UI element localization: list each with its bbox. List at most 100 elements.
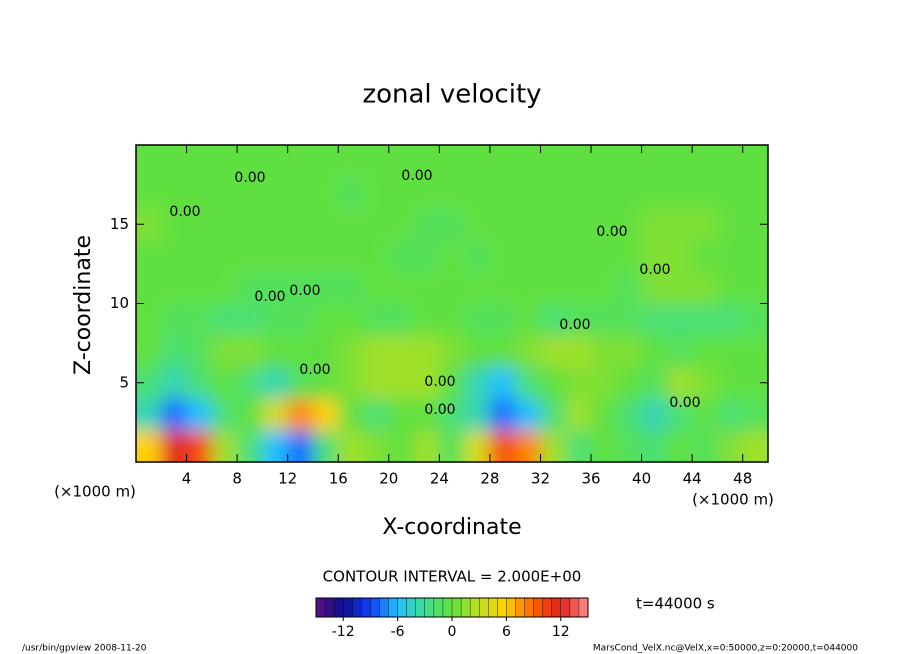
field-cell: [262, 240, 289, 273]
field-cell: [211, 208, 238, 241]
field-cell: [287, 430, 314, 462]
field-cell: [262, 430, 289, 462]
colorbar-segment: [415, 597, 426, 618]
field-cell: [414, 240, 440, 273]
x-tick-label: 32: [531, 470, 550, 488]
field-cell: [388, 271, 415, 304]
field-cell: [540, 208, 567, 241]
field-cell: [363, 176, 390, 209]
field-cell: [717, 335, 744, 368]
x-tick-label: 48: [733, 470, 752, 488]
field-cell: [363, 398, 390, 431]
field-cell: [388, 145, 415, 178]
field-cell: [641, 335, 668, 368]
field-cell: [312, 208, 339, 241]
field-cell: [666, 303, 693, 336]
field-cell: [388, 430, 415, 462]
field-cell: [489, 176, 516, 209]
contour-label: 0.00: [254, 289, 285, 305]
field-cell: [388, 398, 415, 431]
field-cell: [439, 366, 466, 400]
field-cell: [565, 366, 592, 400]
colorbar-segment: [343, 597, 353, 618]
field-cell: [312, 430, 339, 462]
field-cell: [540, 335, 567, 368]
field-cell: [186, 398, 213, 431]
plot-frame: [135, 144, 769, 463]
field-cell: [414, 303, 440, 336]
contour-label: 0.00: [289, 283, 320, 299]
field-cell: [186, 240, 213, 273]
contour-label: 0.00: [234, 170, 265, 186]
field-cell: [464, 208, 491, 241]
field-cell: [692, 176, 718, 209]
field-cell: [186, 208, 213, 241]
field-cell: [237, 366, 263, 400]
x-tick-label: 40: [632, 470, 651, 488]
colorbar-segment: [361, 597, 371, 618]
footer-right: MarsCond_VelX.nc@VelX,x=0:50000,z=0:2000…: [593, 644, 858, 654]
field-cell: [287, 366, 314, 400]
field-cell: [388, 303, 415, 336]
field-cell: [666, 366, 693, 400]
field-cell: [211, 176, 238, 209]
colorbar-segment: [433, 597, 444, 618]
colorbar-segment: [352, 597, 362, 618]
field-cell: [439, 271, 466, 304]
field-cell: [717, 271, 744, 304]
field-cell: [717, 176, 744, 209]
colorbar-segment: [479, 597, 489, 618]
field-cell: [540, 398, 567, 431]
field-cell: [136, 335, 162, 368]
field-cell: [464, 240, 491, 273]
colorbar-segment: [406, 597, 417, 618]
time-label: t=44000 s: [636, 595, 715, 613]
field-cell: [515, 303, 541, 336]
field-cell: [388, 335, 415, 368]
contour-label: 0.00: [559, 317, 590, 333]
colorbar-segment: [315, 597, 326, 618]
field-cell: [692, 366, 718, 400]
field-cell: [262, 398, 289, 431]
field-cell: [439, 176, 466, 209]
field-cell: [742, 398, 768, 431]
field-cell: [363, 430, 390, 462]
field-cell: [161, 398, 188, 431]
field-cell: [692, 430, 718, 462]
field-cell: [287, 145, 314, 178]
field-cell: [161, 366, 188, 400]
colorbar-segment: [515, 597, 526, 618]
contour-label: 0.00: [299, 362, 330, 378]
field-cell: [641, 271, 668, 304]
field-cell: [641, 430, 668, 462]
colorbar-tick-label: 6: [502, 624, 511, 640]
field-cell: [211, 303, 238, 336]
field-cell: [641, 398, 668, 431]
field-cell: [591, 176, 617, 209]
field-cell: [717, 430, 744, 462]
field-cell: [515, 176, 541, 209]
field-cell: [742, 176, 768, 209]
field-cell: [717, 145, 744, 178]
field-cell: [692, 145, 718, 178]
field-cell: [591, 303, 617, 336]
field-cell: [515, 208, 541, 241]
field-cell: [616, 240, 643, 273]
field-cell: [742, 430, 768, 462]
field-cell: [489, 335, 516, 368]
field-cell: [692, 240, 718, 273]
colorbar-segment: [388, 597, 399, 618]
field-cell: [616, 398, 643, 431]
field-cell: [211, 430, 238, 462]
x-tick-label: 24: [430, 470, 449, 488]
field-cell: [161, 271, 188, 304]
field-cell: [565, 271, 592, 304]
field-cell: [338, 335, 365, 368]
field-cell: [717, 240, 744, 273]
field-cell: [616, 366, 643, 400]
colorbar-segment: [569, 597, 580, 618]
field-cell: [565, 335, 592, 368]
y-axis-label: Z-coordinate: [71, 235, 96, 375]
field-cell: [388, 176, 415, 209]
field-cell: [161, 208, 188, 241]
